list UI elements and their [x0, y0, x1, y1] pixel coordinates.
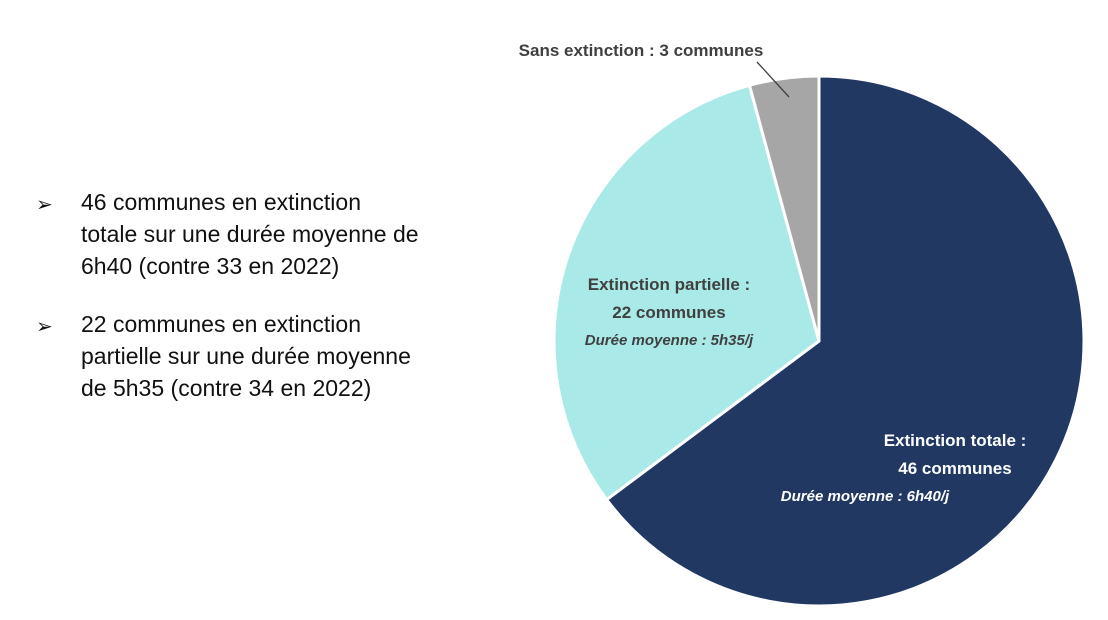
- arrow-bullet-icon: ➢: [36, 316, 53, 338]
- bullet-line: 22 communes en extinction: [81, 311, 361, 337]
- slice-value-total: 46 communes: [898, 459, 1011, 478]
- slice-duration-partial: Durée moyenne : 5h35/j: [585, 332, 754, 349]
- slice-label-sans: Sans extinction : 3 communes: [519, 41, 764, 60]
- bullet-line: partielle sur une durée moyenne: [81, 343, 411, 369]
- bullet-line: 46 communes en extinction: [81, 189, 361, 215]
- slice-value-partial: 22 communes: [612, 303, 725, 322]
- pie-slice-sans-extinction: [747, 74, 821, 343]
- pie-slice-extinction-partielle: [552, 83, 821, 502]
- bullet-line: de 5h35 (contre 34 en 2022): [81, 375, 372, 401]
- slice-label-partial: Extinction partielle :: [588, 275, 750, 294]
- sans-extinction-leader-line: [756, 61, 790, 98]
- pie-slice-extinction-totale: [605, 74, 1086, 608]
- bullet-item-partial: ➢ 22 communes en extinction partielle su…: [36, 308, 476, 404]
- bullet-line: 6h40 (contre 33 en 2022): [81, 253, 340, 279]
- bullet-list: ➢ 46 communes en extinction totale sur u…: [36, 186, 476, 430]
- slice-label-total: Extinction totale :: [884, 431, 1027, 450]
- slice-duration-total: Durée moyenne : 6h40/j: [781, 488, 950, 505]
- bullet-item-total: ➢ 46 communes en extinction totale sur u…: [36, 186, 476, 282]
- bullet-line: totale sur une durée moyenne de: [81, 221, 419, 247]
- arrow-bullet-icon: ➢: [36, 194, 53, 216]
